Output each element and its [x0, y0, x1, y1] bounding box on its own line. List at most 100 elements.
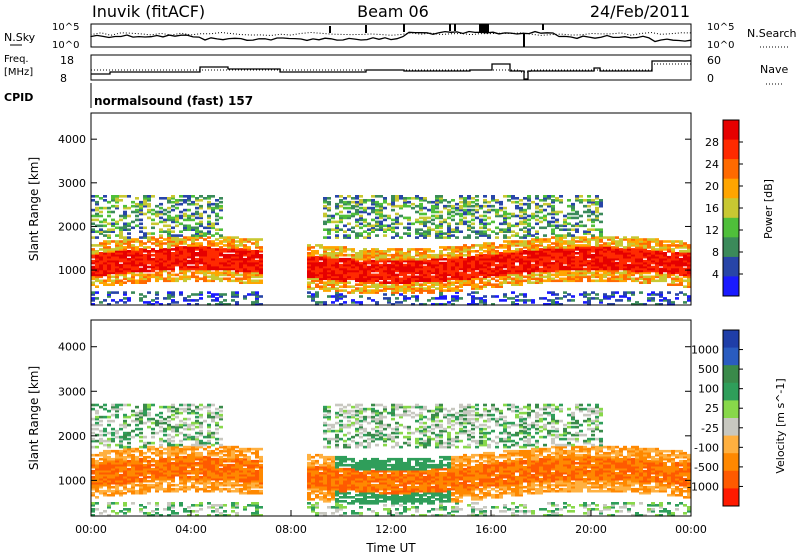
power-cell: [143, 257, 147, 261]
power-cell: [207, 197, 211, 200]
power-cell: [535, 279, 539, 283]
power-cell: [159, 220, 163, 224]
power-cell: [231, 255, 235, 259]
power-cell: [563, 261, 567, 265]
velocity-cell: [111, 475, 115, 479]
power-cell: [583, 246, 587, 249]
power-cell: [431, 265, 435, 269]
velocity-cell: [131, 429, 135, 433]
power-cell: [535, 197, 539, 200]
velocity-cell: [91, 502, 95, 505]
power-cell: [231, 273, 235, 277]
power-cell: [439, 295, 443, 298]
power-cell: [199, 267, 203, 271]
power-cell: [143, 246, 147, 249]
velocity-cell: [139, 419, 143, 423]
power-cell: [679, 250, 683, 253]
velocity-cell: [167, 467, 171, 471]
power-cell: [311, 295, 315, 298]
power-cell: [367, 277, 371, 281]
power-cell: [367, 212, 371, 216]
power-cell: [671, 273, 675, 277]
power-cell: [583, 253, 587, 257]
power-cell: [355, 197, 359, 200]
power-cell: [207, 261, 211, 265]
power-cell: [95, 214, 99, 218]
power-cell: [491, 285, 495, 288]
power-cell: [391, 218, 395, 222]
power-cell: [191, 195, 195, 198]
power-cell: [119, 214, 123, 218]
velocity-cell: [91, 437, 95, 441]
power-cell: [103, 252, 107, 255]
power-cell: [575, 277, 579, 281]
power-cell: [435, 283, 439, 286]
power-cell: [663, 244, 667, 247]
power-cell: [663, 299, 667, 302]
power-cell: [347, 271, 351, 275]
power-cell: [627, 297, 631, 300]
power-cell: [439, 289, 443, 292]
power-cell: [655, 267, 659, 271]
velocity-cell: [179, 471, 183, 475]
power-cell: [243, 269, 247, 273]
power-cell: [327, 230, 331, 233]
power-cell: [203, 261, 207, 265]
power-cell: [179, 242, 183, 245]
power-cell: [199, 248, 203, 251]
power-cell: [659, 246, 663, 249]
power-cell: [599, 250, 603, 253]
velocity-cell: [171, 429, 175, 433]
power-cell: [207, 279, 211, 283]
power-cell: [159, 275, 163, 279]
power-cell: [619, 265, 623, 269]
power-cell: [471, 273, 475, 277]
power-cell: [311, 265, 315, 269]
power-cell: [111, 204, 115, 208]
power-cell: [359, 273, 363, 277]
power-cell: [495, 226, 499, 230]
power-cell: [471, 283, 475, 286]
power-cell: [191, 236, 195, 239]
velocity-cell: [167, 463, 171, 467]
power-cell: [167, 238, 171, 241]
power-cell: [439, 220, 443, 224]
velocity-cell: [127, 447, 131, 451]
power-cell: [383, 279, 387, 283]
power-cell: [531, 265, 535, 269]
velocity-cell: [171, 510, 175, 513]
velocity-cell: [139, 453, 143, 457]
power-cell: [639, 255, 643, 259]
power-cell: [551, 220, 555, 224]
power-cell: [147, 202, 151, 206]
power-cell: [575, 246, 579, 249]
power-cell: [527, 244, 531, 247]
power-cell: [479, 301, 483, 304]
power-cell: [679, 273, 683, 277]
power-cell: [247, 265, 251, 269]
power-cell: [515, 269, 519, 273]
power-cell: [411, 261, 415, 265]
velocity-cell: [111, 491, 115, 495]
velocity-cell: [143, 413, 147, 417]
power-cell: [475, 257, 479, 261]
power-cell: [463, 212, 467, 216]
power-cell: [99, 259, 103, 263]
power-cell: [523, 259, 527, 263]
power-cell: [583, 293, 587, 296]
power-cell: [211, 226, 215, 230]
power-cell: [459, 265, 463, 269]
power-cell: [135, 218, 139, 222]
power-cell: [355, 273, 359, 277]
velocity-cell: [167, 407, 171, 411]
power-cell: [395, 285, 399, 288]
power-cell: [231, 295, 235, 298]
power-cell: [623, 246, 627, 249]
power-cell: [323, 281, 327, 284]
power-cell: [391, 281, 395, 284]
power-cell: [511, 250, 515, 253]
power-cell: [471, 257, 475, 261]
power-cell: [227, 238, 231, 241]
power-cell: [447, 232, 451, 235]
velocity-cell: [167, 419, 171, 423]
